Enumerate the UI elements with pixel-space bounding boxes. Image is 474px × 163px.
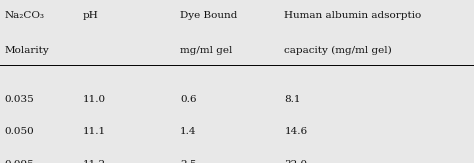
Text: 1.4: 1.4: [180, 127, 197, 136]
Text: 11.2: 11.2: [83, 160, 106, 163]
Text: Human albumin adsorptio: Human albumin adsorptio: [284, 11, 422, 20]
Text: 11.1: 11.1: [83, 127, 106, 136]
Text: Dye Bound: Dye Bound: [180, 11, 237, 20]
Text: capacity (mg/ml gel): capacity (mg/ml gel): [284, 46, 392, 55]
Text: Molarity: Molarity: [5, 46, 49, 55]
Text: 0.6: 0.6: [180, 95, 197, 104]
Text: 14.6: 14.6: [284, 127, 308, 136]
Text: 8.1: 8.1: [284, 95, 301, 104]
Text: 11.0: 11.0: [83, 95, 106, 104]
Text: 32.0: 32.0: [284, 160, 308, 163]
Text: 2.5: 2.5: [180, 160, 197, 163]
Text: Na₂CO₃: Na₂CO₃: [5, 11, 45, 20]
Text: pH: pH: [83, 11, 99, 20]
Text: mg/ml gel: mg/ml gel: [180, 46, 232, 55]
Text: 0.095: 0.095: [5, 160, 35, 163]
Text: 0.035: 0.035: [5, 95, 35, 104]
Text: 0.050: 0.050: [5, 127, 35, 136]
